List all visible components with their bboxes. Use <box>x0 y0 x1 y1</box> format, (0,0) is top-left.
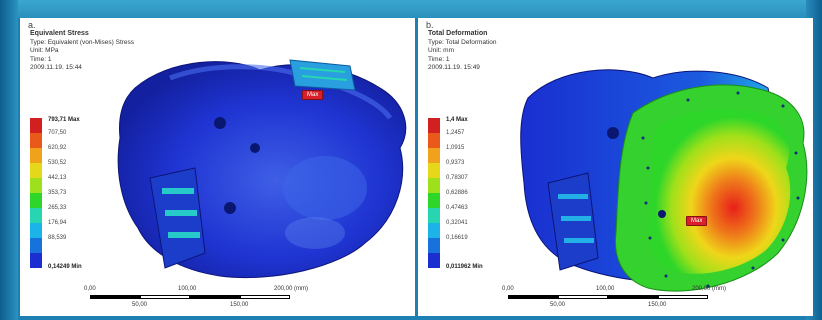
legend-value: 176,94 <box>48 220 67 226</box>
legend-swatch <box>428 133 440 148</box>
legend-swatch <box>30 133 42 148</box>
legend-swatch <box>428 193 440 208</box>
legend-value: 0,32041 <box>446 220 468 226</box>
scale-bar-white <box>140 295 190 299</box>
scale-bar-white <box>658 295 708 299</box>
legend-value: 707,50 <box>48 130 67 136</box>
scale-tick-label: 200,00 (mm) <box>274 286 309 292</box>
legend-swatch <box>428 163 440 178</box>
scale-tick-label: 50,00 <box>550 302 566 308</box>
legend-min-label: 0,011962 Min <box>446 264 483 270</box>
legend-swatch <box>30 208 42 223</box>
legend-value: 0,16619 <box>446 235 468 241</box>
scale-tick-label: 100,00 <box>178 286 197 292</box>
result-unit: Unit: mm <box>428 47 454 55</box>
result-time: Time: 1 <box>428 55 450 63</box>
caliper-deformation-model <box>520 69 808 292</box>
legend-swatch <box>428 178 440 193</box>
legend-swatch <box>30 178 42 193</box>
legend-value: 1,0915 <box>446 145 465 151</box>
max-marker: Max <box>302 90 324 100</box>
result-unit: Unit: MPa <box>30 47 59 55</box>
caliper-stress-model <box>117 59 407 279</box>
scale-tick-label: 0,00 <box>502 286 514 292</box>
legend-swatch <box>30 163 42 178</box>
scale-bar-black <box>508 295 708 299</box>
result-title: Equivalent Stress <box>30 30 89 37</box>
scale-tick-label: 150,00 <box>648 302 667 308</box>
legend-swatch <box>428 223 440 238</box>
stress-panel: a. Equivalent Stress Type: Equivalent (v… <box>20 18 415 316</box>
slide-left-band <box>0 0 18 320</box>
legend-swatch <box>30 118 42 133</box>
legend-value: 265,33 <box>48 205 67 211</box>
scale-bar: 0,00 100,00 200,00 (mm) 50,00 150,00 <box>84 286 308 314</box>
result-title: Total Deformation <box>428 30 488 37</box>
scale-bar-white <box>558 295 608 299</box>
scale-tick-label: 100,00 <box>596 286 615 292</box>
legend-max-label: 1,4 Max <box>446 117 468 123</box>
result-type: Type: Total Deformation <box>428 38 497 46</box>
legend-value: 1,2457 <box>446 130 465 136</box>
legend-swatch <box>428 118 440 133</box>
scale-tick-label: 50,00 <box>132 302 148 308</box>
legend-min-label: 0,14249 Min <box>48 264 82 270</box>
legend-swatch <box>30 253 42 268</box>
legend-value: 0,62886 <box>446 190 468 196</box>
panel-letter: a. <box>28 20 36 30</box>
result-type: Type: Equivalent (von-Mises) Stress <box>30 38 135 46</box>
result-date: 2009.11.19. 15:49 <box>428 64 480 72</box>
legend-swatch <box>428 208 440 223</box>
legend-value: 0,9373 <box>446 160 465 166</box>
legend-swatch <box>428 238 440 253</box>
result-header: Total Deformation Type: Total Deformatio… <box>428 30 497 73</box>
result-time: Time: 1 <box>30 55 52 63</box>
legend-value: 620,92 <box>48 145 67 151</box>
scale-tick-label: 200,00 (mm) <box>692 286 727 292</box>
legend-swatch <box>30 223 42 238</box>
result-date: 2009.11.19. 15:44 <box>30 64 82 72</box>
legend-swatch <box>428 148 440 163</box>
legend-value: 530,52 <box>48 160 67 166</box>
scale-tick-label: 0,00 <box>84 286 96 292</box>
legend-swatch <box>428 253 440 268</box>
legend-value: 353,73 <box>48 190 67 196</box>
legend-swatch <box>30 148 42 163</box>
legend-value: 88,539 <box>48 235 67 241</box>
legend-value: 0,47463 <box>446 205 468 211</box>
legend-max-label: 793,71 Max <box>48 117 80 123</box>
scale-bar-white <box>240 295 290 299</box>
legend-swatch <box>30 238 42 253</box>
scale-bar-black <box>90 295 290 299</box>
legend-value: 0,78307 <box>446 175 468 181</box>
panel-letter: b. <box>426 20 434 30</box>
scale-bar: 0,00 100,00 200,00 (mm) 50,00 150,00 <box>502 286 726 314</box>
legend-color-bar <box>30 118 42 270</box>
scale-tick-label: 150,00 <box>230 302 249 308</box>
result-header: Equivalent Stress Type: Equivalent (von-… <box>30 30 134 73</box>
deformation-panel: b. Total Deformation Type: Total Deforma… <box>418 18 813 316</box>
slide-top-band <box>0 0 822 18</box>
legend-value: 442,13 <box>48 175 67 181</box>
legend-color-bar <box>428 118 440 270</box>
max-marker: Max <box>686 216 708 226</box>
legend-swatch <box>30 193 42 208</box>
